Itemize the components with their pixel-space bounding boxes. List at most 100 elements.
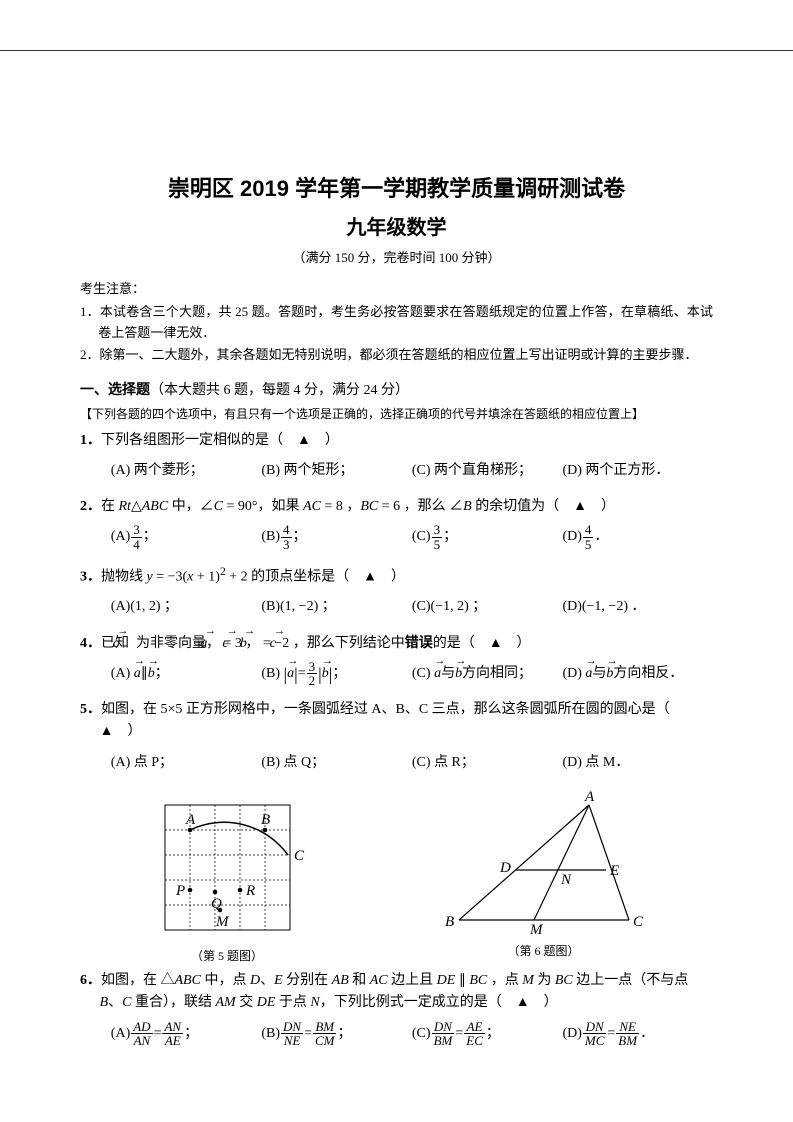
q6d-f2: NEBM <box>616 1020 639 1048</box>
q4-err: 错误 <box>405 636 433 651</box>
title-sub: 九年级数学 <box>80 212 713 244</box>
q2-t5: = 8 ， <box>321 499 360 514</box>
q1-options: (A) 两个菱形； (B) 两个矩形； (C) 两个直角梯形； (D) 两个正方… <box>80 454 713 488</box>
q6-c: C <box>122 995 131 1010</box>
figure-5-svg: CABPQRM <box>145 790 310 945</box>
figure-6-svg: ABCMDEN <box>439 790 649 940</box>
q5-opt-c: (C) 点 R； <box>412 746 563 780</box>
q2-a-label: (A) <box>111 526 130 548</box>
q6c-eq: = <box>455 1023 463 1045</box>
q2-ac: AC <box>303 499 321 514</box>
svg-text:B: B <box>261 812 270 828</box>
q4-stem: 4．已知 c 为非零向量，a = 3c ，b = −2c ，那么下列结论中错误的… <box>80 633 713 655</box>
q5-stem: 5．如图，在 5×5 正方形网格中，一条圆弧经过 A、B、C 三点，那么这条圆弧… <box>80 699 713 744</box>
svg-text:C: C <box>294 848 305 864</box>
q4-options: (A) a ∥ b ； (B) |a| = 32|b| ； (C) a 与 b … <box>80 657 713 691</box>
q6-opt-c: (C)DNBM = AEEC ； <box>412 1017 563 1051</box>
q6-t13: 交 <box>236 995 257 1010</box>
q3-stem: 3．抛物线 y = −3(x + 1)2 + 2 的顶点坐标是（ ▲ ） <box>80 563 713 589</box>
svg-text:A: A <box>584 790 595 805</box>
q6-d: D <box>250 973 260 988</box>
q3-t2: = −3( <box>153 569 187 584</box>
section-title: 一、选择题（本大题共 6 题，每题 4 分，满分 24 分） <box>80 380 713 402</box>
q2-opt-a: (A)34； <box>111 521 262 555</box>
q6c-l: (C) <box>412 1023 431 1045</box>
q2-b: B <box>463 499 472 514</box>
q1-opt-b: (B) 两个矩形； <box>261 454 412 488</box>
q6a-f2: ANAE <box>162 1020 183 1048</box>
q2-rt: Rt <box>119 499 131 514</box>
q6-stem: 6．如图，在 △ABC 中，点 D、E 分别在 AB 和 AC 边上且 DE ∥… <box>80 970 713 1015</box>
q6d-l: (D) <box>562 1023 581 1045</box>
q6-t11: 、 <box>108 995 122 1010</box>
section-title-bold: 一、选择题 <box>80 383 150 398</box>
q2-abc: ABC <box>142 499 168 514</box>
q4-num: 4． <box>80 636 101 651</box>
q5-num: 5． <box>80 702 101 717</box>
q6b-f2: BMCM <box>313 1020 337 1048</box>
q6-t5: 和 <box>349 973 370 988</box>
section-title-rest: （本大题共 6 题，每题 4 分，满分 24 分） <box>150 383 409 398</box>
q6-bc: BC <box>469 973 487 988</box>
q4-t7: 的是（ ▲ ） <box>433 636 531 651</box>
q6-de: DE <box>437 973 456 988</box>
q2-opt-c: (C)35； <box>412 521 563 555</box>
q6-m: M <box>522 973 534 988</box>
q6-t4: 分别在 <box>283 973 332 988</box>
q2-b-post: ； <box>293 526 307 548</box>
q5-opt-d: (D) 点 M． <box>562 746 713 780</box>
q6-n: N <box>310 995 319 1010</box>
q6c-f1: DNBM <box>432 1020 455 1048</box>
svg-text:A: A <box>185 812 196 828</box>
q2-t7: 的余切值为（ ▲ ） <box>472 499 615 514</box>
q3-opt-d: (D)(−1, −2) ． <box>562 591 713 625</box>
q6c-p: ； <box>486 1023 500 1045</box>
q2-d-label: (D) <box>562 526 581 548</box>
q6-options: (A)ADAN = ANAE ； (B)DNNE = BMCM ； (C)DNB… <box>80 1017 713 1051</box>
q2-c-frac: 35 <box>432 523 443 551</box>
svg-text:D: D <box>499 860 511 876</box>
figure-5-caption: （第 5 题图） <box>145 947 310 966</box>
svg-text:B: B <box>445 914 454 930</box>
q4b-p: ； <box>332 663 346 685</box>
q4c-va: a <box>434 663 441 685</box>
q6a-l: (A) <box>111 1023 130 1045</box>
q6-t3: 、 <box>260 973 274 988</box>
q6-abc: ABC <box>175 973 201 988</box>
q4-t6: ，那么下列结论中 <box>289 636 405 651</box>
q4d-va: a <box>585 663 592 685</box>
q6-t2: 中，点 <box>201 973 250 988</box>
q6d-f1: DNMC <box>583 1020 607 1048</box>
q3-t3: + 1) <box>193 569 220 584</box>
q3-t1: 抛物线 <box>101 569 147 584</box>
q4-opt-a: (A) a ∥ b ； <box>111 657 262 691</box>
q2-d-frac: 45 <box>583 523 594 551</box>
q2-t2: △ <box>131 499 142 514</box>
q2-b-frac: 43 <box>281 523 292 551</box>
notice-head: 考生注意： <box>80 279 713 300</box>
question-5: 5．如图，在 5×5 正方形网格中，一条圆弧经过 A、B、C 三点，那么这条圆弧… <box>80 699 713 780</box>
q6-t12: 重合），联结 <box>132 995 216 1010</box>
q4c-vb: b <box>455 663 462 685</box>
q6b-p: ； <box>337 1023 351 1045</box>
q2-a-post: ； <box>143 526 157 548</box>
q4b-l: (B) <box>261 663 280 685</box>
q6-opt-b: (B)DNNE = BMCM ； <box>261 1017 412 1051</box>
q2-c-post: ； <box>443 526 457 548</box>
q6-ab: AB <box>332 973 349 988</box>
q4b-eq: = <box>298 663 306 685</box>
q4a-vb: b <box>148 663 155 685</box>
svg-text:C: C <box>633 914 644 930</box>
q2-opt-b: (B)43； <box>261 521 412 555</box>
q5-options: (A) 点 P； (B) 点 Q； (C) 点 R； (D) 点 M． <box>80 746 713 780</box>
q6d-eq: = <box>607 1023 615 1045</box>
q2-b-label: (B) <box>261 526 280 548</box>
q4a-va: a <box>134 663 141 685</box>
figures-row: CABPQRM （第 5 题图） ABCMDEN （第 6 题图） <box>80 790 713 966</box>
q6b-l: (B) <box>261 1023 280 1045</box>
svg-text:M: M <box>529 922 544 938</box>
q1-text: 下列各组图形一定相似的是（ ▲ ） <box>101 433 339 448</box>
question-2: 2．在 Rt△ABC 中，∠C = 90°，如果 AC = 8 ，BC = 6 … <box>80 496 713 554</box>
svg-text:N: N <box>560 872 572 888</box>
q2-t6: = 6 ，那么 ∠ <box>378 499 463 514</box>
